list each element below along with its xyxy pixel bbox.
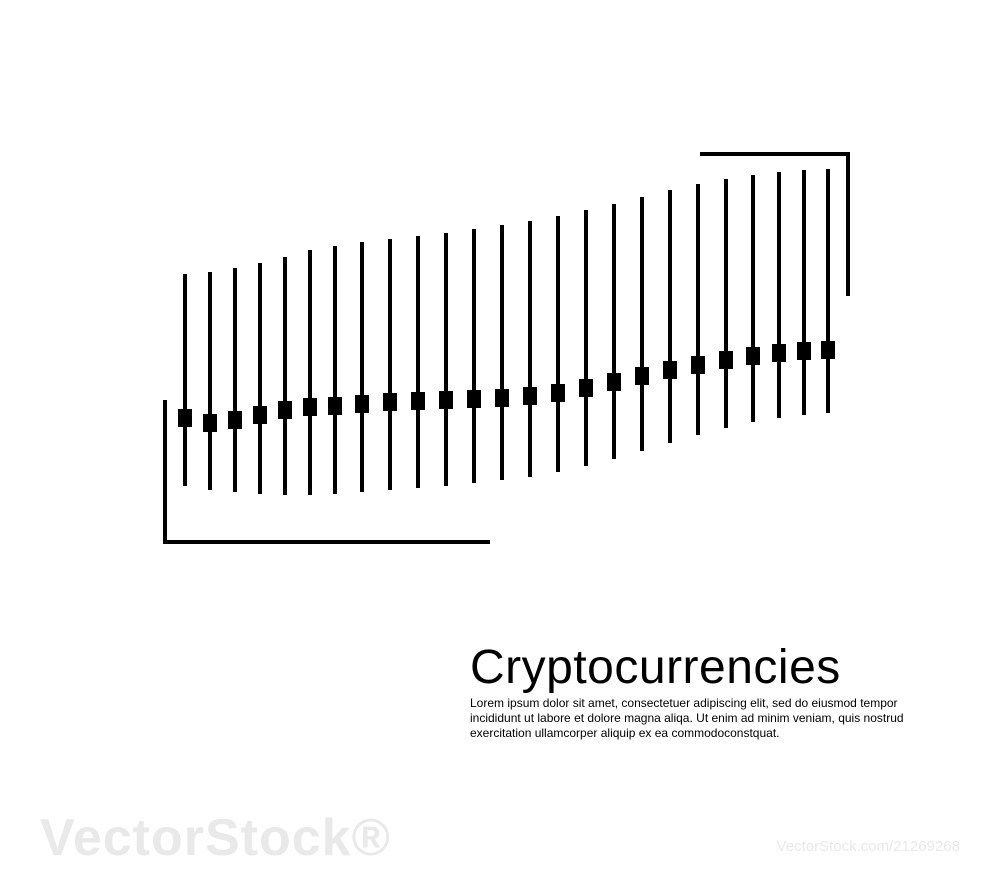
description-text: Lorem ipsum dolor sit amet, consectetuer… [470,696,920,741]
stock-id-text: VectorStock.com/21269268 [777,838,960,855]
candlestick-chart [0,0,1000,880]
page-title: Cryptocurrencies [470,640,841,695]
